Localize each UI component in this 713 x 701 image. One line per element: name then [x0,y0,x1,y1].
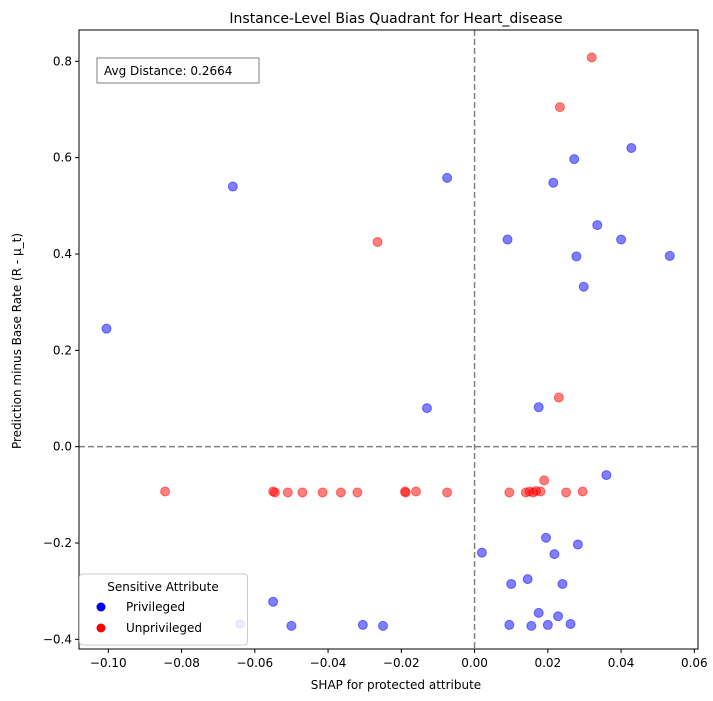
x-tick-label: 0.00 [461,656,488,670]
point-privileged [533,607,544,618]
point-unprivileged [539,475,550,486]
data-points [101,52,675,631]
point-privileged [421,403,432,414]
point-privileged [557,578,568,589]
point-unprivileged [297,487,308,498]
point-unprivileged [553,392,564,403]
point-privileged [533,402,544,413]
y-tick-label: 0.8 [53,54,72,68]
legend-title: Sensitive Attribute [107,580,219,594]
point-privileged [268,596,279,607]
point-privileged [553,611,564,622]
y-axis-ticks: −0.4 −0.2 0.0 0.2 0.4 0.6 0.8 [43,54,79,646]
x-tick-label: 0.06 [681,656,708,670]
point-privileged [601,470,612,481]
point-privileged [549,549,560,560]
point-privileged [569,154,580,165]
point-privileged [286,620,297,631]
point-privileged [442,172,453,183]
point-unprivileged [535,486,546,497]
x-tick-label: −0.04 [310,656,347,670]
legend-marker-privileged [96,602,106,612]
point-privileged [522,574,533,585]
legend-marker-unprivileged [96,623,106,633]
y-tick-label: 0.6 [53,151,72,165]
point-privileged [476,547,487,558]
y-tick-label: 0.0 [53,440,72,454]
point-unprivileged [442,487,453,498]
chart-title: Instance-Level Bias Quadrant for Heart_d… [229,11,562,27]
point-unprivileged [586,52,597,63]
point-unprivileged [504,487,515,498]
point-unprivileged [160,486,171,497]
x-tick-label: 0.02 [534,656,561,670]
legend-label-privileged: Privileged [126,600,185,614]
legend: Sensitive Attribute Privileged Unprivile… [79,573,248,646]
legend-label-unprivileged: Unprivileged [126,621,202,635]
point-unprivileged [282,487,293,498]
plot-area-frame [78,29,699,650]
point-privileged [616,234,627,245]
point-unprivileged [577,486,588,497]
point-unprivileged [317,487,328,498]
point-privileged [526,620,537,631]
point-privileged [378,620,389,631]
x-tick-label: −0.06 [236,656,273,670]
x-tick-label: −0.10 [90,656,127,670]
point-unprivileged [352,487,363,498]
x-tick-label: 0.04 [608,656,635,670]
annotation-box: Avg Distance: 0.2664 [96,57,260,84]
point-privileged [572,539,583,550]
point-unprivileged [335,487,346,498]
point-unprivileged [400,487,411,498]
point-privileged [626,143,637,154]
point-privileged [504,619,515,630]
x-axis-ticks: −0.10 −0.08 −0.06 −0.04 −0.02 0.00 0.02 0.04 0.0… [90,649,708,670]
point-privileged [502,234,513,245]
point-unprivileged [561,487,572,498]
point-unprivileged [372,236,383,247]
point-privileged [542,619,553,630]
y-tick-label: −0.4 [43,632,72,646]
avg-distance-annotation: Avg Distance: 0.2664 [104,64,232,78]
x-tick-label: −0.08 [163,656,200,670]
point-privileged [506,578,517,589]
y-tick-label: −0.2 [43,536,72,550]
point-privileged [227,181,238,192]
point-privileged [571,251,582,262]
y-tick-label: 0.2 [53,343,72,357]
point-privileged [578,281,589,292]
x-axis-label: SHAP for protected attribute [311,678,481,692]
point-unprivileged [269,487,280,498]
point-privileged [664,250,675,261]
point-privileged [565,618,576,629]
point-unprivileged [554,102,565,113]
point-unprivileged [410,486,421,497]
point-privileged [548,177,559,188]
x-tick-label: −0.02 [383,656,420,670]
y-tick-label: 0.4 [53,247,72,261]
point-privileged [592,220,603,231]
reference-lines [79,30,698,649]
point-privileged [357,619,368,630]
point-privileged [540,532,551,543]
point-privileged [101,323,112,334]
y-axis-label: Prediction minus Base Rate (R - μ_t) [10,233,24,449]
